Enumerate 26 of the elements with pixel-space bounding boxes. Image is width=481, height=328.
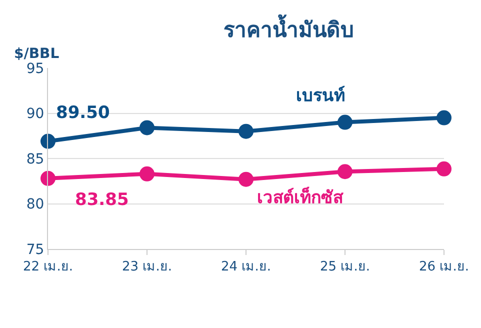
series-label: เวสต์เท็กซัส <box>257 185 344 208</box>
point <box>140 166 154 182</box>
x-tick-label: 25 เม.ย. <box>320 260 370 275</box>
y-tick-label: 95 <box>26 60 44 77</box>
y-tick-label: 80 <box>26 196 44 213</box>
y-tick-label: 90 <box>26 106 44 122</box>
y-axis-title: $/BBL <box>14 46 60 62</box>
point <box>436 161 452 176</box>
annotation: 83.85 <box>75 190 129 210</box>
point <box>238 172 254 187</box>
x-tick-label: 24 เม.ย. <box>221 260 271 275</box>
series-label: เบรนท์ <box>296 85 345 106</box>
x-tick-label: 26 เม.ย. <box>419 260 469 275</box>
annotation: 89.50 <box>56 103 110 123</box>
x-tick-label: 22 เม.ย. <box>23 260 73 275</box>
point <box>338 114 352 130</box>
point <box>338 164 352 180</box>
x-tick-label: 23 เม.ย. <box>122 260 172 275</box>
y-tick-label: 85 <box>26 151 44 168</box>
point <box>436 110 452 126</box>
point <box>40 134 56 149</box>
point <box>140 120 154 136</box>
y-tick-label: 75 <box>26 242 44 258</box>
point <box>40 170 56 186</box>
point <box>238 124 254 139</box>
chart-title: ราคาน้ำมันดิบ <box>224 14 354 42</box>
